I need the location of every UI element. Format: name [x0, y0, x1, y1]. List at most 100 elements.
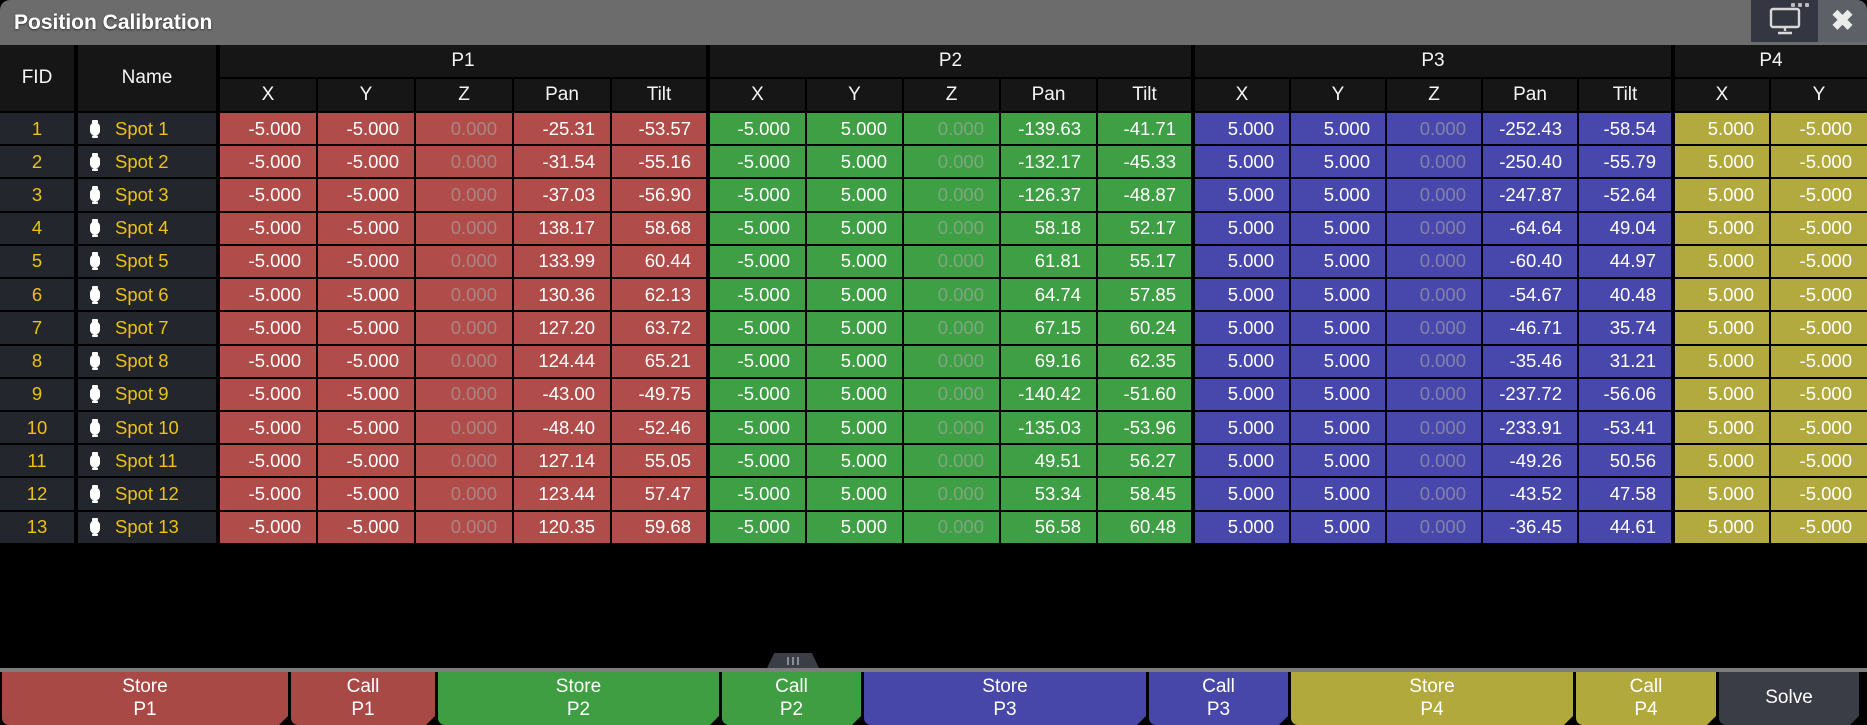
value-cell-p1-y[interactable]: -5.000 [318, 146, 416, 180]
value-cell-p1-z[interactable]: 0.000 [416, 113, 514, 147]
value-cell-p3-x[interactable]: 5.000 [1195, 511, 1291, 545]
value-cell-p2-x[interactable]: -5.000 [710, 445, 807, 479]
value-cell-p4-y[interactable]: -5.000 [1771, 146, 1867, 180]
value-cell-p3-x[interactable]: 5.000 [1195, 478, 1291, 512]
value-cell-p3-z[interactable]: 0.000 [1387, 179, 1483, 213]
value-cell-p1-tilt[interactable]: 60.44 [612, 245, 710, 280]
value-cell-p3-pan[interactable]: -35.46 [1483, 345, 1579, 379]
value-cell-p3-tilt[interactable]: 40.48 [1579, 279, 1675, 313]
value-cell-p2-z[interactable]: 0.000 [904, 113, 1001, 147]
value-cell-p2-pan[interactable]: 61.81 [1001, 245, 1098, 280]
value-cell-p1-z[interactable]: 0.000 [416, 345, 514, 379]
value-cell-p2-x[interactable]: -5.000 [710, 179, 807, 213]
value-cell-p1-x[interactable]: -5.000 [220, 279, 318, 313]
value-cell-p1-pan[interactable]: 130.36 [514, 279, 612, 313]
value-cell-p3-tilt[interactable]: -52.64 [1579, 179, 1675, 213]
fid-cell[interactable]: 2 [0, 146, 78, 180]
value-cell-p2-tilt[interactable]: 60.24 [1098, 312, 1195, 346]
value-cell-p2-tilt[interactable]: 58.45 [1098, 478, 1195, 512]
value-cell-p3-z[interactable]: 0.000 [1387, 312, 1483, 346]
value-cell-p1-tilt[interactable]: 58.68 [612, 212, 710, 246]
value-cell-p3-z[interactable]: 0.000 [1387, 511, 1483, 545]
value-cell-p1-pan[interactable]: -25.31 [514, 113, 612, 147]
call-p3-button[interactable]: Call P3 [1149, 672, 1288, 725]
value-cell-p4-x[interactable]: 5.000 [1675, 478, 1771, 512]
value-cell-p1-z[interactable]: 0.000 [416, 378, 514, 412]
value-cell-p3-y[interactable]: 5.000 [1291, 345, 1387, 379]
value-cell-p1-pan[interactable]: 127.20 [514, 312, 612, 346]
value-cell-p2-z[interactable]: 0.000 [904, 378, 1001, 412]
value-cell-p1-pan[interactable]: -37.03 [514, 179, 612, 213]
value-cell-p3-y[interactable]: 5.000 [1291, 179, 1387, 213]
value-cell-p1-tilt[interactable]: 59.68 [612, 511, 710, 545]
value-cell-p2-tilt[interactable]: -41.71 [1098, 113, 1195, 147]
value-cell-p4-x[interactable]: 5.000 [1675, 411, 1771, 446]
value-cell-p3-tilt[interactable]: 47.58 [1579, 478, 1675, 512]
value-cell-p4-x[interactable]: 5.000 [1675, 146, 1771, 180]
value-cell-p2-x[interactable]: -5.000 [710, 312, 807, 346]
fid-cell[interactable]: 9 [0, 378, 78, 412]
value-cell-p3-x[interactable]: 5.000 [1195, 212, 1291, 246]
value-cell-p2-z[interactable]: 0.000 [904, 478, 1001, 512]
value-cell-p3-tilt[interactable]: 35.74 [1579, 312, 1675, 346]
value-cell-p1-y[interactable]: -5.000 [318, 345, 416, 379]
value-cell-p2-y[interactable]: 5.000 [807, 378, 904, 412]
value-cell-p3-tilt[interactable]: -58.54 [1579, 113, 1675, 147]
fid-cell[interactable]: 5 [0, 245, 78, 280]
value-cell-p2-y[interactable]: 5.000 [807, 445, 904, 479]
value-cell-p2-z[interactable]: 0.000 [904, 312, 1001, 346]
value-cell-p4-y[interactable]: -5.000 [1771, 212, 1867, 246]
value-cell-p3-z[interactable]: 0.000 [1387, 378, 1483, 412]
name-cell[interactable]: Spot 6 [78, 279, 220, 313]
value-cell-p1-pan[interactable]: 127.14 [514, 445, 612, 479]
value-cell-p1-tilt[interactable]: 62.13 [612, 279, 710, 313]
value-cell-p3-pan[interactable]: -49.26 [1483, 445, 1579, 479]
fid-cell[interactable]: 4 [0, 212, 78, 246]
value-cell-p1-x[interactable]: -5.000 [220, 511, 318, 545]
value-cell-p3-x[interactable]: 5.000 [1195, 345, 1291, 379]
value-cell-p3-pan[interactable]: -247.87 [1483, 179, 1579, 213]
value-cell-p3-y[interactable]: 5.000 [1291, 212, 1387, 246]
value-cell-p4-y[interactable]: -5.000 [1771, 478, 1867, 512]
value-cell-p4-y[interactable]: -5.000 [1771, 445, 1867, 479]
value-cell-p3-y[interactable]: 5.000 [1291, 511, 1387, 545]
value-cell-p3-z[interactable]: 0.000 [1387, 478, 1483, 512]
value-cell-p1-y[interactable]: -5.000 [318, 378, 416, 412]
value-cell-p3-pan[interactable]: -237.72 [1483, 378, 1579, 412]
value-cell-p3-y[interactable]: 5.000 [1291, 279, 1387, 313]
value-cell-p3-x[interactable]: 5.000 [1195, 445, 1291, 479]
value-cell-p2-pan[interactable]: 67.15 [1001, 312, 1098, 346]
value-cell-p4-y[interactable]: -5.000 [1771, 279, 1867, 313]
value-cell-p1-z[interactable]: 0.000 [416, 212, 514, 246]
value-cell-p3-y[interactable]: 5.000 [1291, 146, 1387, 180]
value-cell-p3-y[interactable]: 5.000 [1291, 411, 1387, 446]
value-cell-p3-pan[interactable]: -250.40 [1483, 146, 1579, 180]
value-cell-p1-z[interactable]: 0.000 [416, 312, 514, 346]
value-cell-p2-z[interactable]: 0.000 [904, 146, 1001, 180]
value-cell-p2-z[interactable]: 0.000 [904, 511, 1001, 545]
value-cell-p1-y[interactable]: -5.000 [318, 511, 416, 545]
value-cell-p1-pan[interactable]: 124.44 [514, 345, 612, 379]
fid-cell[interactable]: 1 [0, 113, 78, 147]
value-cell-p2-tilt[interactable]: -48.87 [1098, 179, 1195, 213]
value-cell-p2-z[interactable]: 0.000 [904, 245, 1001, 280]
name-cell[interactable]: Spot 13 [78, 511, 220, 545]
value-cell-p3-tilt[interactable]: 49.04 [1579, 212, 1675, 246]
value-cell-p3-y[interactable]: 5.000 [1291, 113, 1387, 147]
name-cell[interactable]: Spot 4 [78, 212, 220, 246]
value-cell-p1-z[interactable]: 0.000 [416, 146, 514, 180]
value-cell-p4-x[interactable]: 5.000 [1675, 113, 1771, 147]
value-cell-p1-x[interactable]: -5.000 [220, 179, 318, 213]
value-cell-p3-x[interactable]: 5.000 [1195, 411, 1291, 446]
value-cell-p3-z[interactable]: 0.000 [1387, 245, 1483, 280]
value-cell-p2-z[interactable]: 0.000 [904, 411, 1001, 446]
value-cell-p3-pan[interactable]: -60.40 [1483, 245, 1579, 280]
value-cell-p2-tilt[interactable]: 60.48 [1098, 511, 1195, 545]
value-cell-p2-y[interactable]: 5.000 [807, 511, 904, 545]
fid-cell[interactable]: 13 [0, 511, 78, 545]
value-cell-p3-x[interactable]: 5.000 [1195, 279, 1291, 313]
value-cell-p1-x[interactable]: -5.000 [220, 312, 318, 346]
call-p4-button[interactable]: Call P4 [1576, 672, 1716, 725]
value-cell-p4-y[interactable]: -5.000 [1771, 411, 1867, 446]
value-cell-p4-x[interactable]: 5.000 [1675, 345, 1771, 379]
